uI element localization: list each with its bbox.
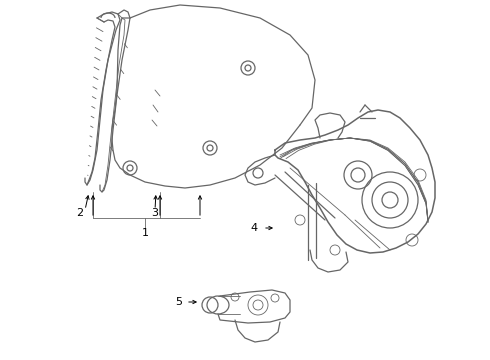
Text: 4: 4 xyxy=(251,223,258,233)
Text: 5: 5 xyxy=(175,297,182,307)
Text: 3: 3 xyxy=(151,208,158,218)
Text: 2: 2 xyxy=(76,208,84,218)
Text: 1: 1 xyxy=(142,228,148,238)
